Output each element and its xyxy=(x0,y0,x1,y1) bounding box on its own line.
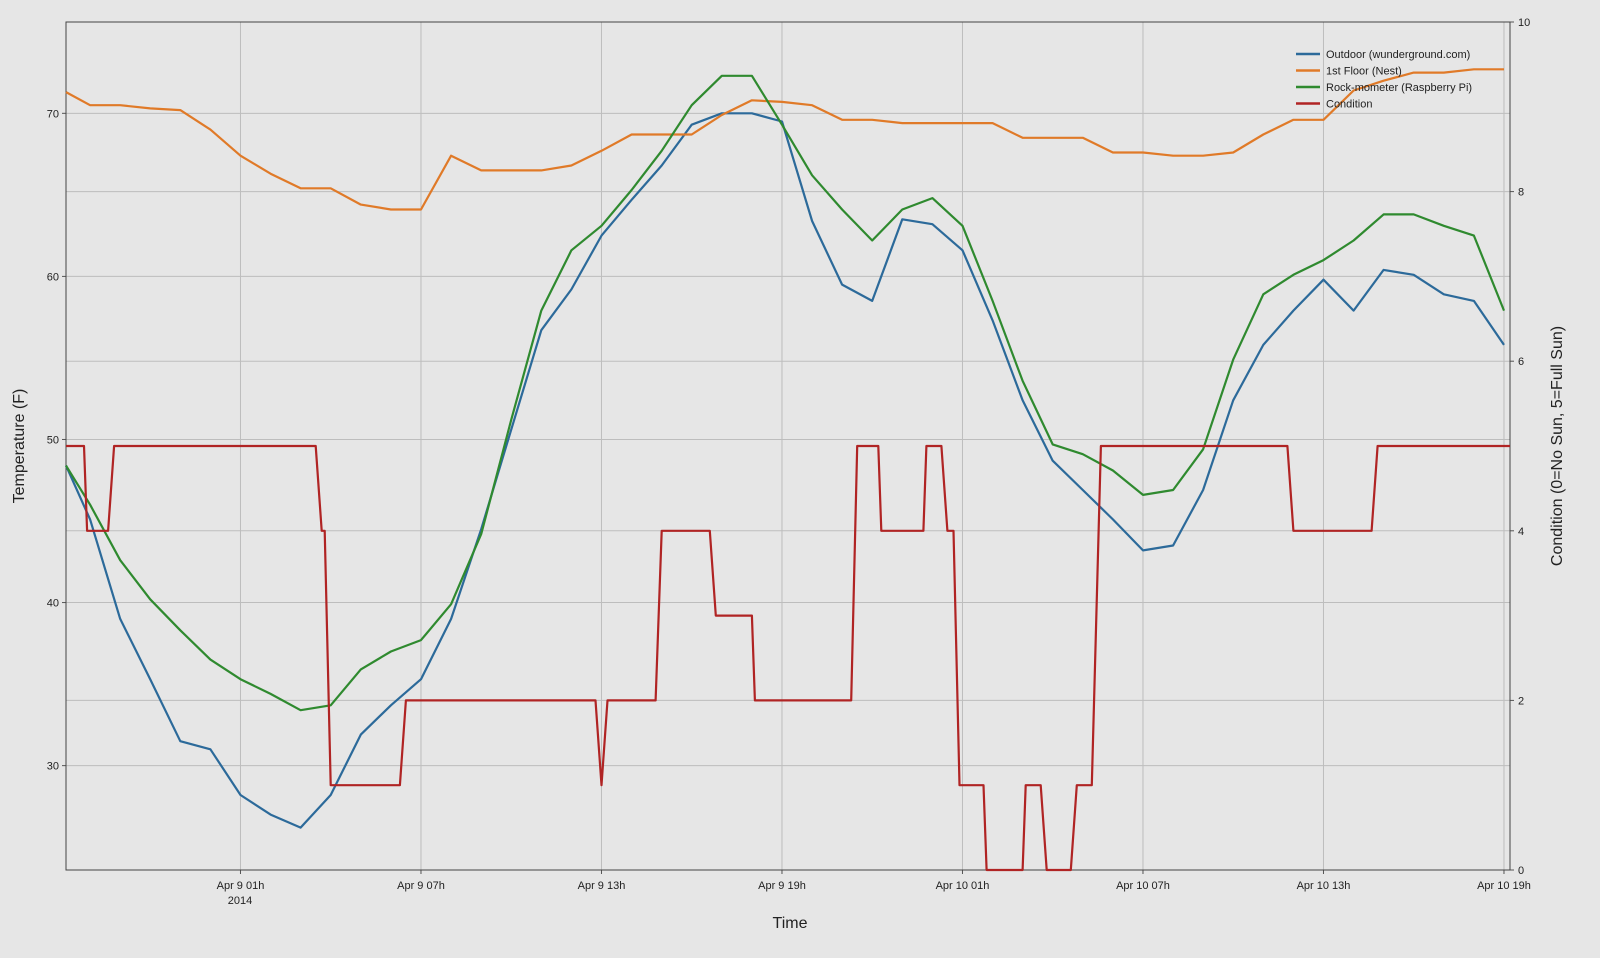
series-line xyxy=(65,68,1504,211)
x-tick-label: Apr 10 07h xyxy=(1116,880,1170,892)
y2-axis-title: Condition (0=No Sun, 5=Full Sun) xyxy=(1549,326,1566,566)
series-line xyxy=(66,444,1510,872)
y2-tick-label: 8 xyxy=(1518,187,1524,199)
x-tick-label: Apr 9 19h xyxy=(758,880,806,892)
y-tick-label: 30 xyxy=(47,761,59,773)
y2-tick-label: 4 xyxy=(1518,526,1524,538)
x-tick-label: Apr 10 13h xyxy=(1297,880,1351,892)
y-tick-label: 40 xyxy=(47,598,59,610)
y-axis-title: Temperature (F) xyxy=(11,389,28,504)
y-tick-label: 70 xyxy=(47,108,59,120)
legend-label: 1st Floor (Nest) xyxy=(1326,66,1402,78)
x-tick-label: Apr 9 01h xyxy=(217,880,265,892)
legend-label: Condition xyxy=(1326,99,1372,111)
x-year-label: 2014 xyxy=(228,895,252,907)
legend-label: Outdoor (wunderground.com) xyxy=(1326,49,1470,61)
x-tick-label: Apr 10 19h xyxy=(1477,880,1531,892)
x-tick-label: Apr 10 01h xyxy=(936,880,990,892)
x-axis-title: Time xyxy=(773,915,808,932)
x-tick-label: Apr 9 07h xyxy=(397,880,445,892)
x-tick-label: Apr 9 13h xyxy=(578,880,626,892)
series-line xyxy=(65,74,1506,712)
y2-tick-label: 0 xyxy=(1518,865,1524,877)
y2-tick-label: 2 xyxy=(1518,695,1524,707)
y2-tick-label: 10 xyxy=(1518,17,1530,29)
y-tick-label: 60 xyxy=(47,271,59,283)
y-tick-label: 50 xyxy=(47,434,59,446)
legend-label: Rock-mometer (Raspberry Pi) xyxy=(1326,82,1472,94)
y2-tick-label: 6 xyxy=(1518,356,1524,368)
series-line xyxy=(64,112,1505,829)
